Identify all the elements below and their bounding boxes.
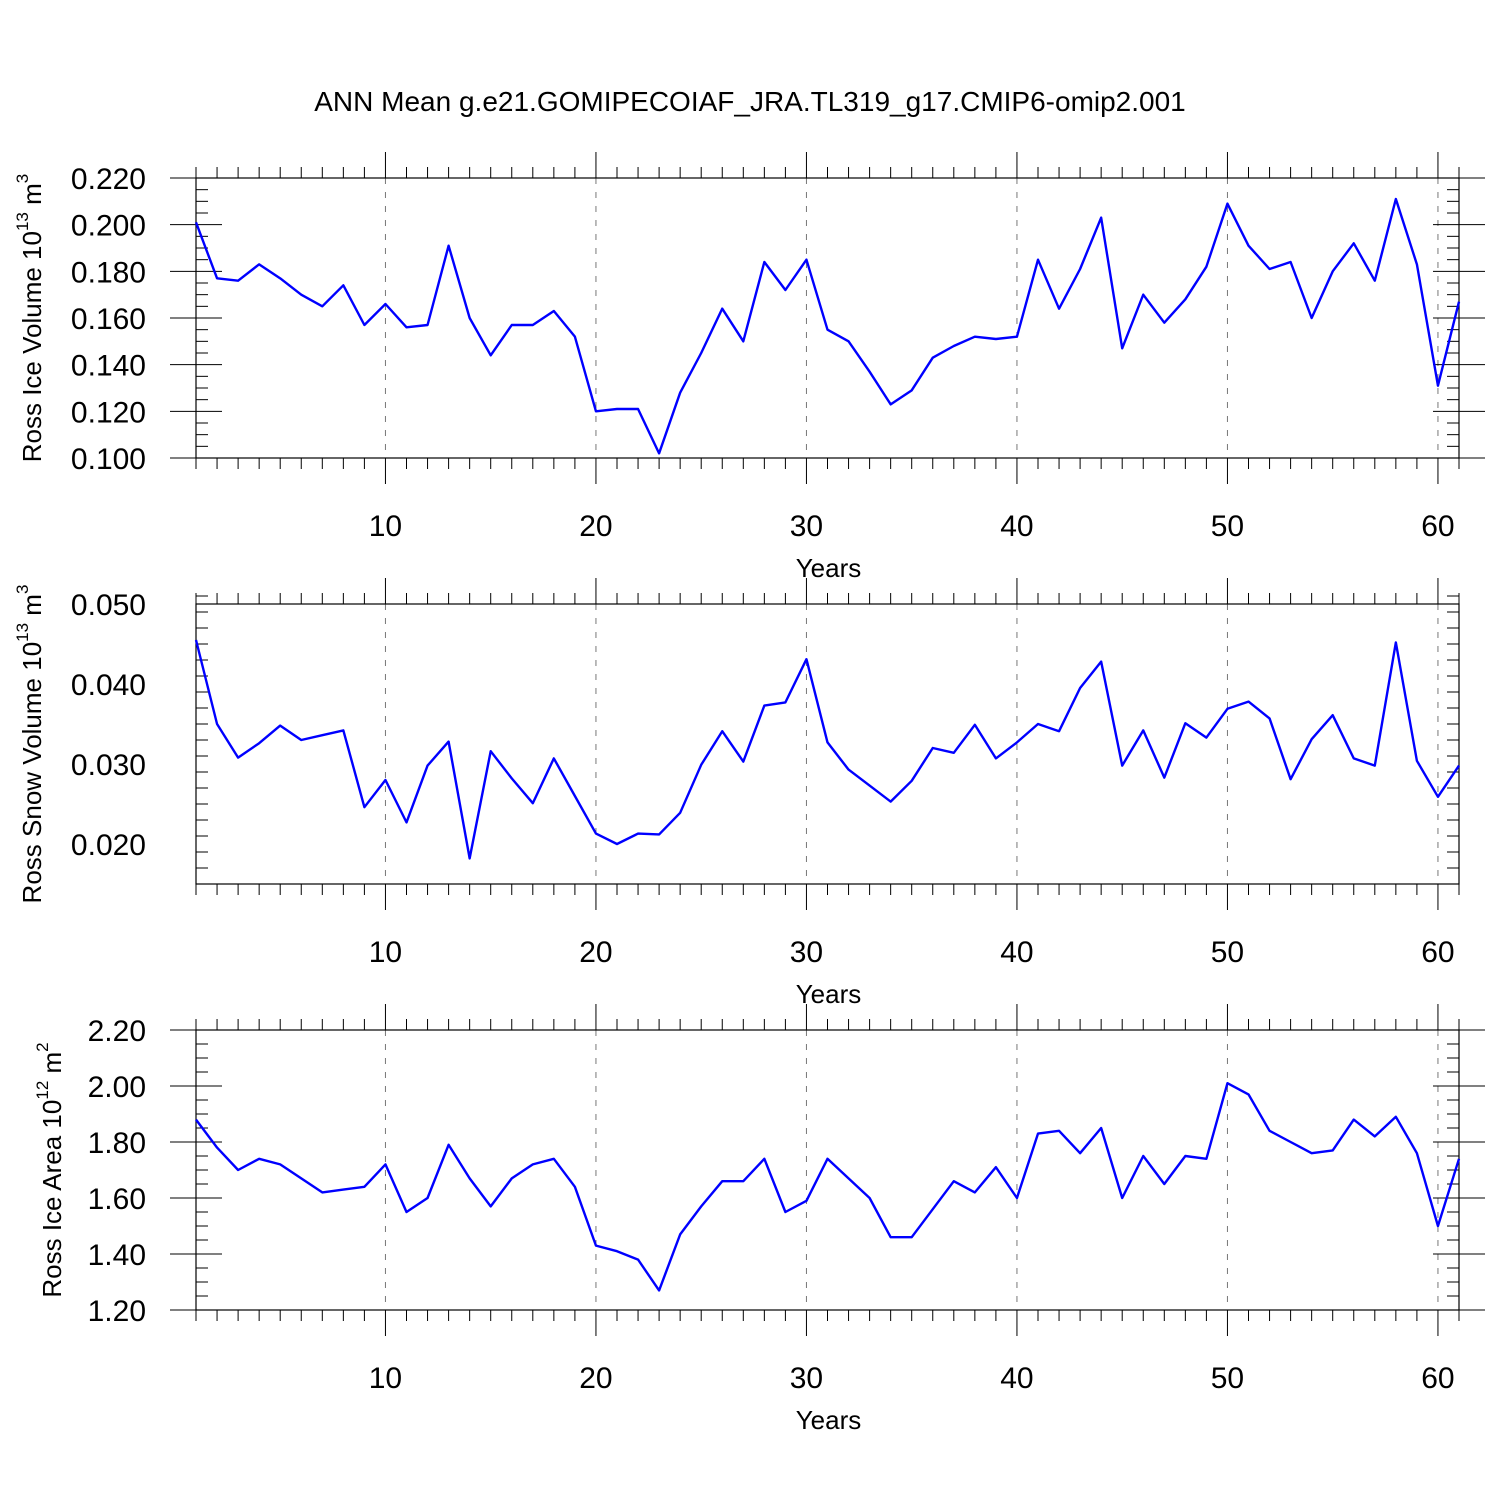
- x-tick-label: 50: [1211, 1362, 1244, 1395]
- y-tick-label: 0.220: [71, 163, 146, 196]
- x-tick-label: 10: [369, 936, 402, 969]
- y-axis-label: Ross Snow Volume 1013 m3: [13, 585, 47, 904]
- y-tick-label: 1.40: [88, 1239, 146, 1272]
- x-tick-label: 30: [790, 1362, 823, 1395]
- series-line: [194, 197, 1461, 455]
- y-tick-label: 0.160: [71, 303, 146, 336]
- y-tick-label: 0.200: [71, 210, 146, 243]
- x-tick-label: 50: [1211, 510, 1244, 543]
- y-tick-label: 0.100: [71, 443, 146, 476]
- x-tick-label: 30: [790, 510, 823, 543]
- x-tick-label: 20: [579, 510, 612, 543]
- series-line: [194, 639, 1460, 860]
- x-tick-label: 10: [369, 1362, 402, 1395]
- y-tick-label: 1.20: [88, 1295, 146, 1328]
- panel-ice-volume: 10 20 30 40 50 60 0.100 0.120 0.140 0.160 0.180 0.2…: [13, 152, 1485, 583]
- y-tick-label: 0.040: [71, 669, 146, 702]
- y-tick-label: 2.20: [88, 1015, 146, 1048]
- y-tick-label: 2.00: [88, 1071, 146, 1104]
- x-tick-label: 10: [369, 510, 402, 543]
- x-axis-label: Years: [796, 1405, 862, 1435]
- x-axis-label: Years: [796, 553, 862, 583]
- y-axis-label: Ross Ice Volume 1013 m3: [13, 174, 47, 463]
- x-tick-label: 20: [579, 936, 612, 969]
- panel-ice-area: 10 20 30 40 50 60 1.20 1.40 1.60 1.80 2.00 2.20 Year…: [33, 1004, 1485, 1435]
- x-tick-label: 40: [1000, 1362, 1033, 1395]
- series-line: [195, 1082, 1461, 1292]
- panel-snow-volume: 10 20 30 40 50 60 0.020 0.030 0.040 0.050 Years Ros…: [13, 578, 1460, 1009]
- x-tick-label: 30: [790, 936, 823, 969]
- x-tick-label: 60: [1421, 936, 1454, 969]
- x-tick-label: 50: [1211, 936, 1244, 969]
- y-tick-label: 1.60: [88, 1183, 146, 1216]
- x-axis-label: Years: [796, 979, 862, 1009]
- y-tick-label: 0.140: [71, 350, 146, 383]
- x-tick-label: 40: [1000, 936, 1033, 969]
- x-tick-label: 40: [1000, 510, 1033, 543]
- x-tick-label: 60: [1421, 510, 1454, 543]
- y-tick-label: 0.180: [71, 256, 146, 289]
- y-tick-label: 0.120: [71, 396, 146, 429]
- y-axis-label: Ross Ice Area 1012 m2: [33, 1042, 67, 1297]
- x-tick-label: 20: [579, 1362, 612, 1395]
- y-tick-label: 0.050: [71, 589, 146, 622]
- y-tick-label: 0.030: [71, 749, 146, 782]
- chart-title: ANN Mean g.e21.GOMIPECOIAF_JRA.TL319_g17…: [314, 86, 1186, 117]
- y-tick-label: 1.80: [88, 1127, 146, 1160]
- y-tick-label: 0.020: [71, 829, 146, 862]
- x-tick-label: 60: [1421, 1362, 1454, 1395]
